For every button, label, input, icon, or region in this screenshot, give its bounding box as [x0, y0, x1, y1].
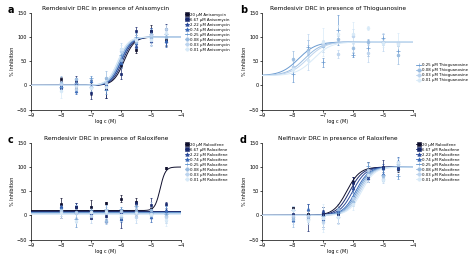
Y-axis label: % Inhibition: % Inhibition: [242, 177, 247, 206]
Legend: 0.25 μM Thioguanosine, 0.08 μM Thioguanosine, 0.03 μM Thioguanosine, 0.01 μM Thi: 0.25 μM Thioguanosine, 0.08 μM Thioguano…: [417, 63, 468, 82]
Title: Remdesivir DRC in presence of Anisomycin: Remdesivir DRC in presence of Anisomycin: [42, 6, 169, 11]
Text: a: a: [8, 5, 15, 15]
X-axis label: log c (M): log c (M): [95, 119, 117, 125]
Y-axis label: % Inhibition: % Inhibition: [242, 47, 247, 76]
Text: b: b: [240, 5, 247, 15]
Legend: 20 μM Raloxifene, 6.67 μM Raloxifene, 2.22 μM Raloxifene, 0.74 μM Raloxifene, 0.: 20 μM Raloxifene, 6.67 μM Raloxifene, 2.…: [185, 143, 228, 182]
Y-axis label: % Inhibition: % Inhibition: [10, 177, 15, 206]
Title: Remdesivir DRC in presence of Raloxifene: Remdesivir DRC in presence of Raloxifene: [44, 136, 168, 141]
Legend: 20 μM Anisomycin, 6.67 μM Anisomycin, 2.22 μM Anisomycin, 0.74 μM Anisomycin, 0.: 20 μM Anisomycin, 6.67 μM Anisomycin, 2.…: [185, 13, 230, 52]
X-axis label: log c (M): log c (M): [327, 119, 348, 125]
Legend: 20 μM Raloxifene, 6.67 μM Raloxifene, 2.22 μM Raloxifene, 0.74 μM Raloxifene, 0.: 20 μM Raloxifene, 6.67 μM Raloxifene, 2.…: [417, 143, 460, 182]
X-axis label: log c (M): log c (M): [327, 249, 348, 255]
Title: Nelfinavir DRC in presence of Raloxifene: Nelfinavir DRC in presence of Raloxifene: [278, 136, 398, 141]
Text: c: c: [8, 135, 14, 145]
X-axis label: log c (M): log c (M): [95, 249, 117, 255]
Y-axis label: % Inhibition: % Inhibition: [10, 47, 15, 76]
Text: d: d: [240, 135, 247, 145]
Title: Remdesivir DRC in presence of Thioguanosine: Remdesivir DRC in presence of Thioguanos…: [270, 6, 406, 11]
